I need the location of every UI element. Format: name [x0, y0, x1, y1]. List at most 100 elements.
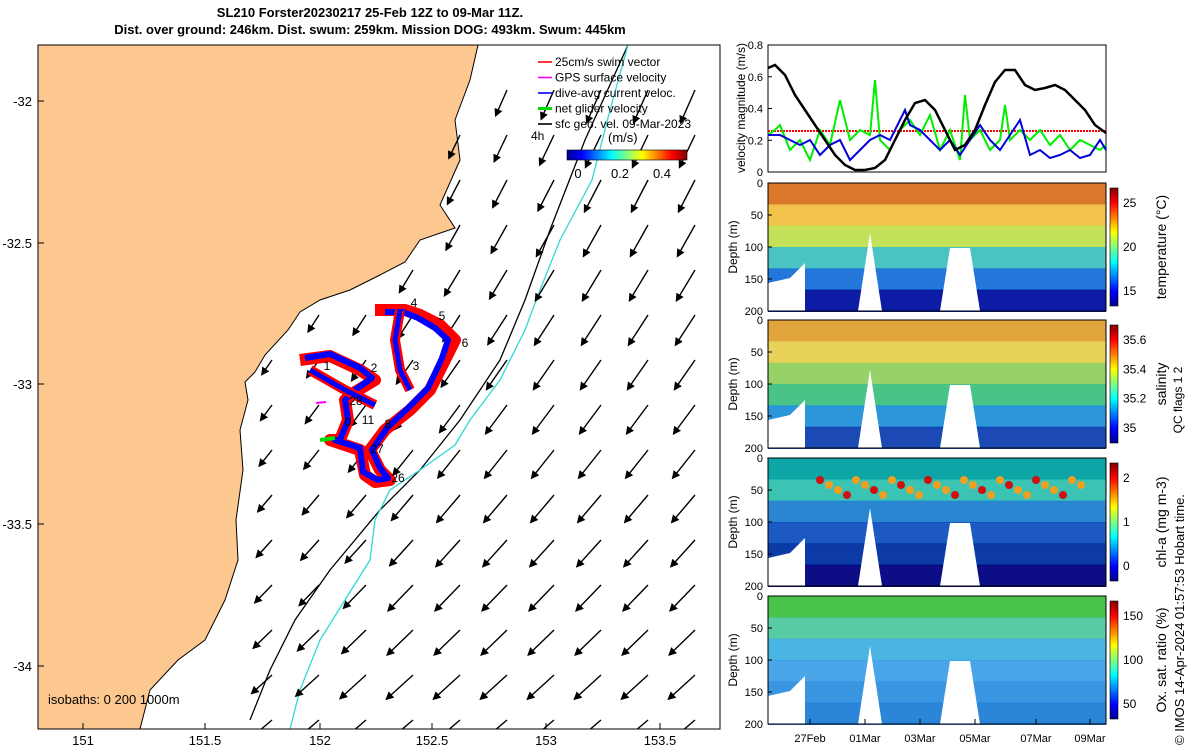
velocity-vector: [436, 449, 461, 480]
lon-tick-label: 152.5: [416, 733, 449, 748]
day-label: 2: [371, 361, 378, 375]
velocity-vector: [622, 539, 649, 568]
legend-label: dive-avg current veloc.: [555, 86, 676, 100]
velocity-vector: [482, 494, 508, 524]
velocity-vector: [256, 494, 273, 513]
velocity-vector: [352, 314, 367, 337]
velocity-vector: [255, 539, 273, 559]
velocity-vector: [445, 224, 461, 252]
velocity-vector: [344, 539, 367, 564]
velocity-vector: [443, 269, 461, 297]
velocity-vector: [385, 674, 414, 701]
map-frame: [37, 44, 721, 730]
velocity-vector: [581, 269, 602, 303]
velocity-vector: [577, 449, 602, 480]
velocity-vector: [340, 629, 367, 655]
velocity-vector: [299, 539, 320, 562]
velocity-vector: [495, 719, 508, 729]
velocity-vector: [493, 134, 508, 164]
velocity-vector: [435, 494, 461, 524]
legend-label: net glider velocity: [555, 102, 648, 116]
velocity-vector: [250, 674, 273, 695]
lon-tick-label: 151: [72, 733, 94, 748]
isobaths-label: isobaths: 0 200 1000m: [48, 692, 180, 707]
velocity-vector: [583, 179, 602, 214]
velocity-vector: [392, 449, 414, 477]
velocity-vector: [579, 359, 602, 391]
map-colorbar-tick: 0.4: [653, 166, 671, 181]
velocity-vector: [258, 449, 273, 468]
glider-track: [299, 304, 461, 488]
velocity-vector: [448, 719, 461, 729]
velocity-vector: [671, 449, 696, 480]
velocity-vector: [484, 404, 508, 436]
velocity-vector: [483, 449, 508, 480]
velocity-vector: [668, 629, 696, 657]
velocity-vector: [623, 494, 649, 524]
velocity-vector: [630, 179, 649, 214]
velocity-vector: [629, 224, 649, 258]
land-area: [38, 45, 479, 729]
velocity-vector: [627, 314, 649, 347]
velocity-vector: [534, 269, 555, 303]
velocity-vector: [345, 494, 367, 519]
legend-label: sfc geo. vel. 09-Mar-2023: [555, 117, 691, 131]
velocity-vector: [294, 674, 320, 698]
velocity-vector: [494, 89, 508, 118]
velocity-vector: [672, 404, 696, 436]
velocity-vector: [621, 629, 649, 657]
lat-tick-label: -33.5: [2, 517, 32, 532]
legend-label: GPS surface velocity: [555, 71, 666, 85]
velocity-vector: [252, 629, 273, 650]
velocity-vector: [575, 584, 602, 612]
velocity-vector: [576, 494, 602, 524]
day-label: 5: [439, 309, 446, 323]
velocity-vector: [667, 674, 696, 701]
velocity-vector: [636, 719, 649, 729]
day-label: 3: [413, 359, 420, 373]
velocity-vector: [448, 134, 461, 160]
latitude-ticks: -32 -32.5 -33 -33.5 -34: [2, 94, 44, 674]
velocity-vector: [302, 449, 320, 471]
copyright-text: © IMOS 14-Apr-2024 01:57:53 Hobart time.: [1172, 494, 1187, 745]
velocity-vector: [622, 584, 649, 612]
velocity-vector: [683, 719, 696, 729]
velocity-vector: [625, 404, 649, 436]
velocity-vector: [259, 404, 273, 422]
velocity-vector: [531, 404, 555, 436]
velocity-vector: [669, 539, 696, 568]
velocity-vector: [298, 584, 320, 607]
velocity-vector: [676, 224, 696, 258]
velocity-vector: [533, 314, 555, 347]
velocity-vector: [307, 314, 320, 334]
velocity-vector: [487, 314, 508, 346]
velocity-vector: [589, 719, 602, 729]
figure-title: SL210 Forster20230217 25-Feb 12Z to 09-M…: [20, 4, 720, 38]
velocity-vector: [573, 674, 602, 701]
velocity-vector: [674, 314, 696, 347]
velocity-vector: [679, 89, 696, 125]
velocity-vector: [585, 89, 602, 125]
velocity-vector: [387, 584, 414, 612]
day-labels: 1 2 3 4 5 6 26 27 28 0 11 8: [324, 296, 469, 485]
velocity-vector: [438, 404, 461, 434]
map-colorbar: [566, 149, 688, 161]
velocity-vector: [669, 584, 696, 612]
velocity-vector: [537, 179, 555, 213]
lon-tick-label: 153: [535, 733, 557, 748]
velocity-vector: [538, 134, 555, 167]
lon-tick-label: 153.5: [644, 733, 677, 748]
velocity-vector: [398, 269, 414, 294]
longitude-ticks: 151 151.5 152 152.5 153 153.5: [72, 723, 676, 748]
velocity-vector: [632, 89, 649, 125]
lat-tick-label: -32: [13, 94, 32, 109]
velocity-vector: [338, 674, 367, 700]
velocity-vector: [528, 584, 555, 612]
velocity-vector: [582, 224, 602, 258]
velocity-vector: [401, 719, 414, 729]
velocity-vector: [677, 179, 696, 214]
velocity-vector: [530, 449, 555, 480]
velocity-vector: [485, 359, 508, 391]
velocity-vector: [628, 269, 649, 303]
colorbar-label: (m/s): [608, 130, 638, 145]
